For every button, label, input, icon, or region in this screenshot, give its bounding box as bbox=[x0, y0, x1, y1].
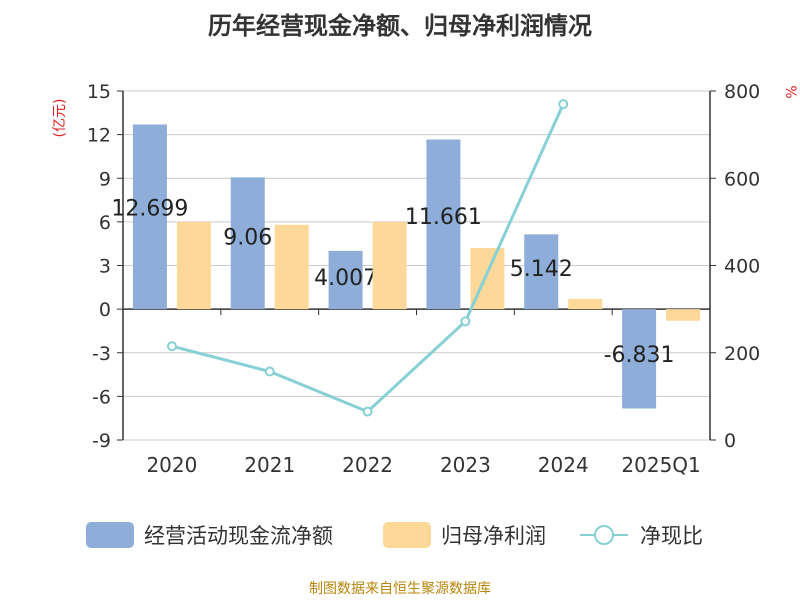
net-profit-bar bbox=[666, 309, 701, 321]
net-profit-bar bbox=[372, 221, 407, 310]
legend-net-profit-label: 归母净利润 bbox=[441, 524, 546, 548]
bar-data-label: -6.831 bbox=[604, 343, 675, 368]
net-cash-ratio-point bbox=[166, 341, 177, 352]
y-right-unit: % bbox=[782, 85, 798, 98]
y-right-tick-label: 600 bbox=[724, 168, 760, 190]
cashflow-bar bbox=[524, 234, 559, 310]
net-cash-ratio-point bbox=[460, 316, 471, 327]
y-left-tick-label: 12 bbox=[87, 125, 111, 147]
x-tick-label: 2022 bbox=[342, 453, 393, 477]
net-profit-bar bbox=[176, 221, 211, 310]
legend-net-cash-ratio-label: 净现比 bbox=[640, 524, 703, 548]
bar-data-label: 9.06 bbox=[223, 226, 272, 251]
net-cash-ratio-point bbox=[362, 406, 373, 417]
y-right-tick-label: 0 bbox=[724, 430, 736, 452]
y-left-tick-label: 6 bbox=[99, 212, 111, 234]
cashflow-bar bbox=[328, 250, 363, 310]
y-left-tick-label: 0 bbox=[99, 299, 111, 321]
x-tick-label: 2020 bbox=[146, 453, 197, 477]
net-cash-ratio-point bbox=[264, 366, 275, 377]
x-tick-label: 2021 bbox=[244, 453, 295, 477]
x-tick-label: 2024 bbox=[538, 453, 589, 477]
source-note: 制图数据来自恒生聚源数据库 bbox=[309, 581, 491, 597]
bar-data-label: 11.661 bbox=[405, 205, 482, 230]
cashflow-bar bbox=[426, 139, 461, 310]
bar-data-label: 12.699 bbox=[111, 197, 188, 222]
bar-data-label: 5.142 bbox=[510, 257, 573, 282]
y-right-tick-label: 200 bbox=[724, 343, 760, 365]
y-left-tick-label: 9 bbox=[99, 168, 111, 190]
y-right-tick-label: 800 bbox=[724, 81, 760, 103]
cashflow-bar bbox=[622, 309, 657, 409]
legend-net-profit-swatch bbox=[383, 522, 431, 548]
x-tick-label: 2025Q1 bbox=[621, 453, 700, 477]
chart-title: 历年经营现金净额、归母净利润情况 bbox=[208, 12, 592, 40]
y-left-tick-label: 3 bbox=[99, 256, 111, 278]
net-cash-ratio-line bbox=[171, 103, 565, 414]
y-left-tick-label: -3 bbox=[92, 343, 111, 365]
cashflow-bar bbox=[230, 177, 265, 310]
legend-cashflow-swatch bbox=[86, 522, 134, 548]
x-tick-label: 2023 bbox=[440, 453, 491, 477]
y-right-tick-label: 400 bbox=[724, 256, 760, 278]
y-left-tick-label: -6 bbox=[92, 386, 111, 408]
legend-cashflow-label: 经营活动现金流净额 bbox=[144, 524, 333, 548]
cashflow-bar bbox=[132, 124, 167, 310]
net-profit-bar bbox=[274, 224, 309, 310]
bar-data-label: 4.007 bbox=[314, 266, 377, 291]
net-cash-ratio-point bbox=[558, 99, 569, 110]
net-profit-bar bbox=[568, 298, 603, 310]
y-left-tick-label: -9 bbox=[92, 430, 111, 452]
y-left-unit: (亿元) bbox=[52, 99, 68, 138]
legend-net-cash-ratio-marker bbox=[594, 525, 614, 545]
y-left-tick-label: 15 bbox=[87, 81, 111, 103]
